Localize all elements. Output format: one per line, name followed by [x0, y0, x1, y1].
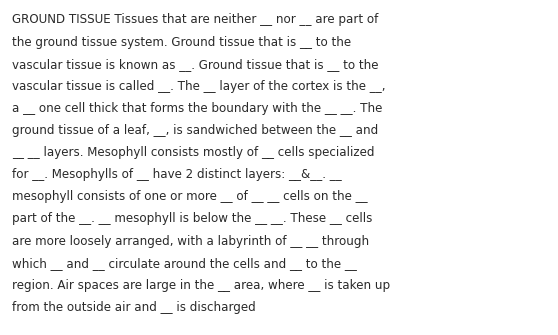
Text: ground tissue of a leaf, __, is sandwiched between the __ and: ground tissue of a leaf, __, is sandwich…	[12, 124, 378, 137]
Text: vascular tissue is called __. The __ layer of the cortex is the __,: vascular tissue is called __. The __ lay…	[12, 80, 386, 93]
Text: the ground tissue system. Ground tissue that is __ to the: the ground tissue system. Ground tissue …	[12, 36, 352, 49]
Text: mesophyll consists of one or more __ of __ __ cells on the __: mesophyll consists of one or more __ of …	[12, 190, 368, 203]
Text: region. Air spaces are large in the __ area, where __ is taken up: region. Air spaces are large in the __ a…	[12, 279, 391, 292]
Text: GROUND TISSUE Tissues that are neither __ nor __ are part of: GROUND TISSUE Tissues that are neither _…	[12, 13, 379, 26]
Text: __ __ layers. Mesophyll consists mostly of __ cells specialized: __ __ layers. Mesophyll consists mostly …	[12, 146, 375, 159]
Text: which __ and __ circulate around the cells and __ to the __: which __ and __ circulate around the cel…	[12, 257, 357, 270]
Text: vascular tissue is known as __. Ground tissue that is __ to the: vascular tissue is known as __. Ground t…	[12, 58, 379, 71]
Text: a __ one cell thick that forms the boundary with the __ __. The: a __ one cell thick that forms the bound…	[12, 102, 383, 115]
Text: for __. Mesophylls of __ have 2 distinct layers: __&__. __: for __. Mesophylls of __ have 2 distinct…	[12, 168, 342, 181]
Text: part of the __. __ mesophyll is below the __ __. These __ cells: part of the __. __ mesophyll is below th…	[12, 212, 373, 225]
Text: from the outside air and __ is discharged: from the outside air and __ is discharge…	[12, 301, 256, 314]
Text: are more loosely arranged, with a labyrinth of __ __ through: are more loosely arranged, with a labyri…	[12, 234, 369, 248]
